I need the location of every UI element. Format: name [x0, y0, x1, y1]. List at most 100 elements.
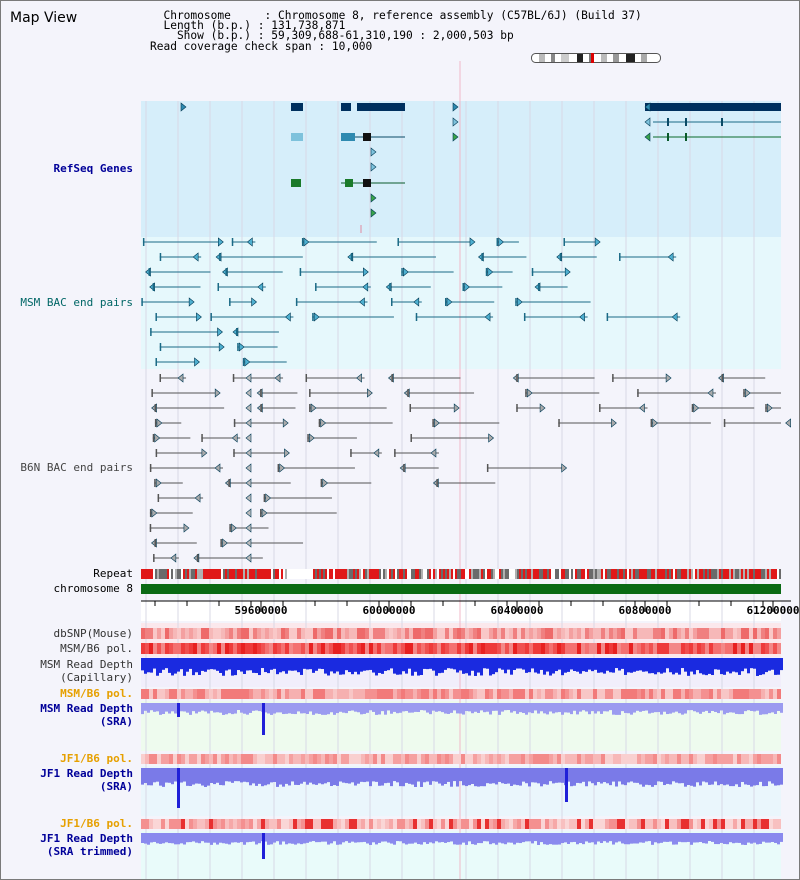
repeat-block: [153, 569, 155, 579]
jf1-sra-depth-bin: [261, 768, 264, 787]
pol-bin: [245, 819, 249, 829]
jf1-sra-depth-bin: [180, 768, 183, 783]
pol-bin: [653, 754, 657, 764]
pol-bin: [185, 689, 189, 699]
pol-bin: [525, 689, 529, 699]
pol-bin: [613, 819, 617, 829]
dbsnp-bin: [317, 628, 321, 639]
capillary-depth-bin: [300, 658, 303, 675]
capillary-depth-bin: [474, 658, 477, 676]
pol-bin: [497, 643, 501, 654]
label-msm-read-depth-sra[interactable]: MSM Read Depth (SRA): [40, 702, 133, 728]
jf1-sra-depth-bin: [771, 768, 774, 784]
jf1-sra-depth-bin: [609, 768, 612, 786]
pol-bin: [533, 689, 537, 699]
pol-bin: [425, 643, 429, 654]
jf1-trim-depth-bin: [438, 833, 441, 843]
label-repeat[interactable]: Repeat: [93, 567, 133, 580]
b6n-bac-end: [201, 448, 208, 458]
capillary-depth-bin: [174, 658, 177, 674]
repeat-block: [147, 569, 149, 579]
jf1-trim-depth-bin: [195, 833, 198, 843]
label-jf1-b6-pol-1[interactable]: JF1/B6 pol.: [60, 752, 133, 765]
pol-bin: [329, 689, 333, 699]
msm-bac-end: [415, 313, 418, 321]
msm-sra-depth-bin: [696, 703, 699, 713]
pol-bin: [257, 819, 261, 829]
label-jf1-read-depth-sra[interactable]: JF1 Read Depth (SRA): [40, 767, 133, 793]
jf1-sra-depth-bin: [513, 768, 516, 785]
jf1-sra-depth-bin: [519, 768, 522, 786]
pol-bin: [357, 689, 361, 699]
dbsnp-bin: [429, 628, 433, 639]
pol-bin: [173, 819, 177, 829]
pol-bin: [657, 754, 661, 764]
repeat-block: [687, 569, 689, 579]
dbsnp-bin: [737, 628, 741, 639]
dbsnp-bin: [257, 628, 261, 639]
capillary-depth-bin: [171, 658, 174, 676]
dbsnp-bin: [177, 628, 181, 639]
pol-bin: [341, 819, 345, 829]
jf1-sra-depth-bin: [273, 768, 276, 783]
capillary-depth-bin: [504, 658, 507, 674]
jf1-sra-depth-bin: [189, 768, 192, 787]
pol-bin: [721, 754, 725, 764]
label-b6n-bac-end-pairs[interactable]: B6N BAC end pairs: [20, 461, 133, 474]
msm-sra-depth-bin: [318, 703, 321, 714]
label-jf1-b6-pol-2[interactable]: JF1/B6 pol.: [60, 817, 133, 830]
pol-bin: [325, 754, 329, 764]
pol-bin: [529, 819, 533, 829]
pol-bin: [265, 643, 269, 654]
jf1-sra-depth-bin: [459, 768, 462, 782]
label-refseq-genes[interactable]: RefSeq Genes: [53, 162, 133, 175]
pol-bin: [181, 643, 185, 654]
pol-bin: [325, 819, 329, 829]
repeat-block: [727, 569, 729, 579]
label-msm-read-depth-capillary[interactable]: MSM Read Depth (Capillary): [40, 658, 133, 684]
msm-sra-depth-bin: [495, 703, 498, 711]
dbsnp-bin: [669, 628, 673, 639]
b6n-bac-end: [220, 539, 222, 547]
dbsnp-bin: [585, 628, 589, 639]
capillary-depth-bin: [198, 658, 201, 675]
jf1-sra-depth-bin: [735, 768, 738, 785]
pol-bin: [185, 754, 189, 764]
repeat-block: [209, 569, 211, 579]
jf1-trim-depth-bin: [177, 833, 180, 845]
pol-bin: [561, 819, 565, 829]
jf1-trim-depth-bin: [495, 833, 498, 845]
jf1-trim-depth-bin: [570, 833, 573, 843]
repeat-block: [611, 569, 613, 579]
jf1-sra-depth-bin: [447, 768, 450, 782]
msm-sra-depth-bin: [777, 703, 780, 712]
pol-bin: [573, 819, 577, 829]
label-dbsnp[interactable]: dbSNP(Mouse): [53, 627, 133, 640]
repeat-block: [275, 569, 277, 579]
pol-bin: [397, 643, 401, 654]
msm-sra-depth-bin: [711, 703, 714, 711]
msm-sra-depth-bin: [726, 703, 729, 713]
label-msm-b6-pol-2[interactable]: MSM/B6 pol.: [60, 687, 133, 700]
label-msm-b6-pol-1[interactable]: MSM/B6 pol.: [60, 642, 133, 655]
pol-bin: [649, 689, 653, 699]
pol-bin: [653, 819, 657, 829]
b6n-bac-end: [170, 553, 177, 563]
repeat-block: [451, 569, 453, 579]
chromosome-ideogram[interactable]: [531, 53, 661, 63]
pol-bin: [733, 819, 737, 829]
msm-sra-depth-bin: [195, 703, 198, 714]
pol-bin: [773, 819, 777, 829]
label-jf1-read-depth-trimmed[interactable]: JF1 Read Depth (SRA trimmed): [40, 832, 133, 858]
msm-sra-depth-bin: [648, 703, 651, 714]
dbsnp-bin: [713, 628, 717, 639]
label-msm-bac-end-pairs[interactable]: MSM BAC end pairs: [20, 296, 133, 309]
pol-bin: [301, 643, 305, 654]
msm-bac-end: [515, 298, 517, 306]
jf1-sra-depth-bin: [342, 768, 345, 783]
repeat-block: [239, 569, 241, 579]
pol-bin: [429, 754, 433, 764]
repeat-block: [525, 569, 527, 579]
repeat-block: [179, 569, 181, 579]
pol-bin: [309, 643, 313, 654]
